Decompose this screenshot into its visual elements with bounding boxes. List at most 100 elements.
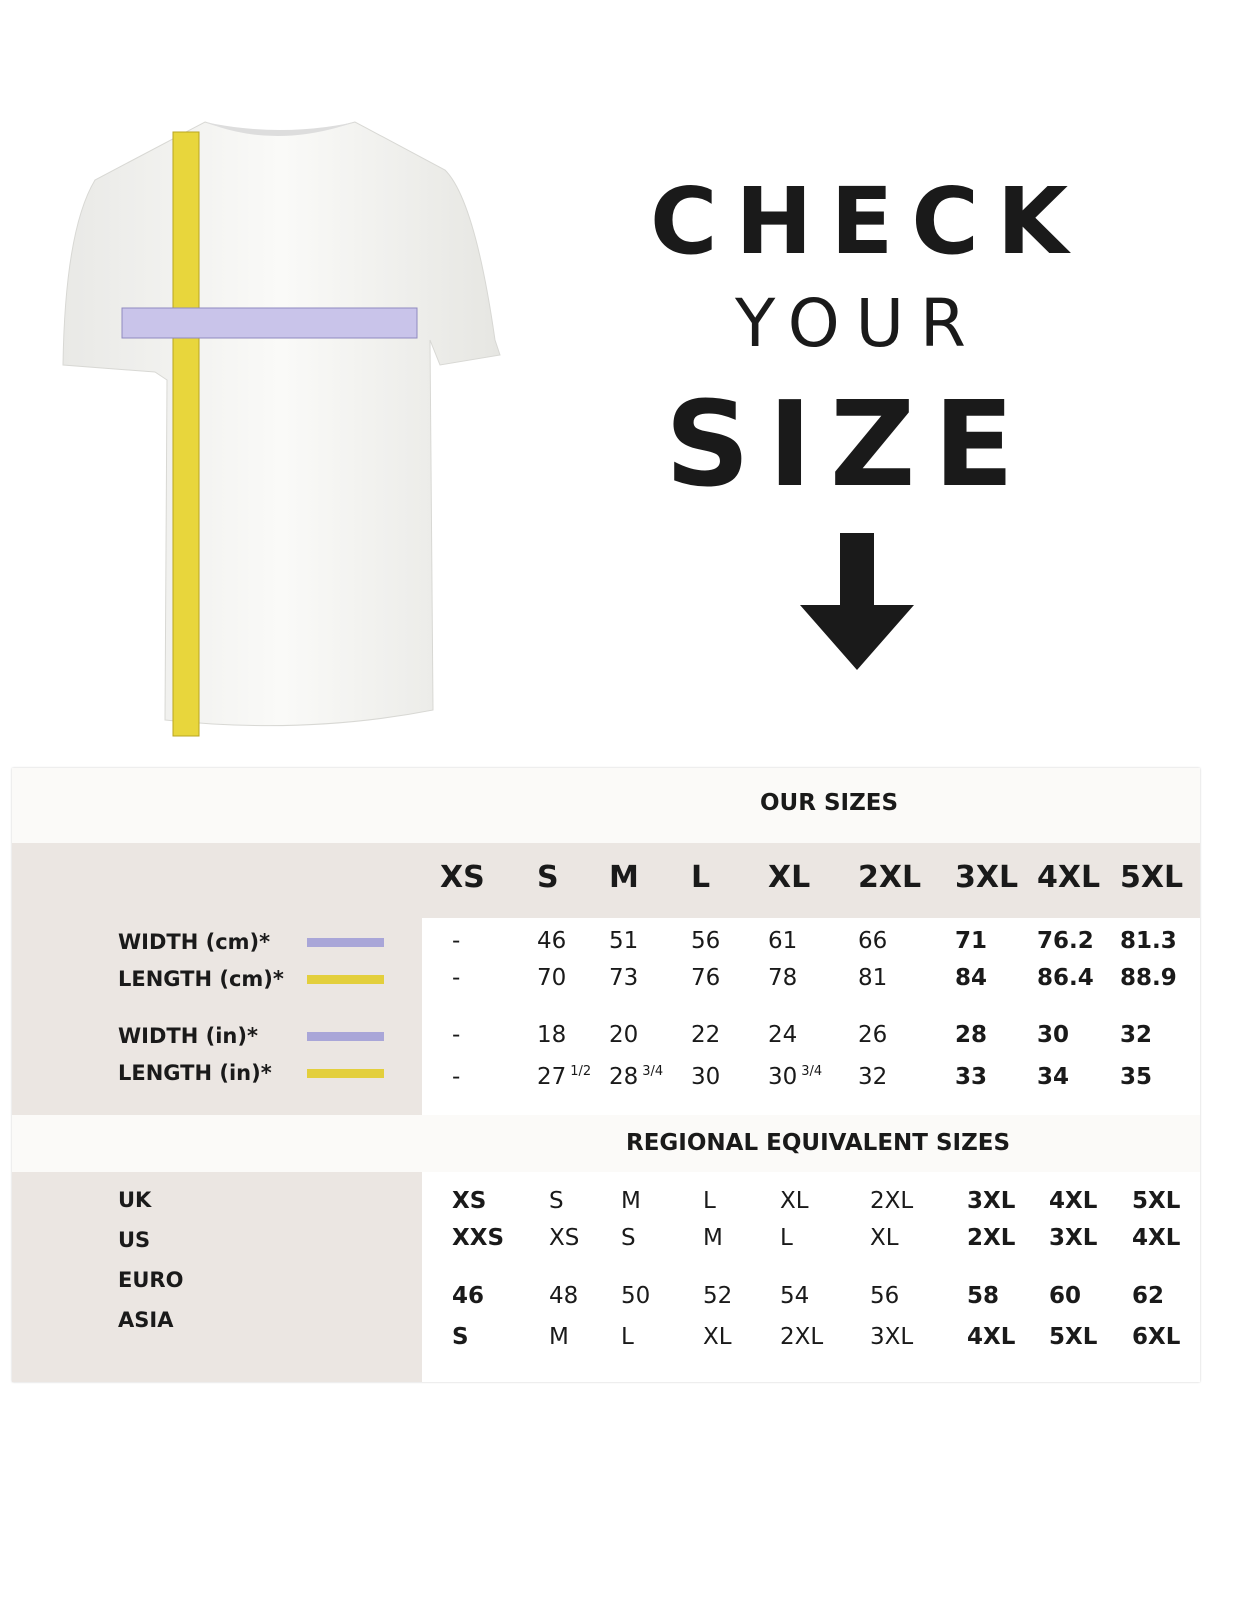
value: -	[452, 965, 461, 991]
regional-size: 5XL	[1049, 1324, 1098, 1350]
measurement-value: 30	[1037, 1022, 1069, 1048]
value: 81.3	[1120, 928, 1177, 954]
value: 24	[768, 1022, 798, 1048]
size-header: S	[537, 860, 559, 895]
length-tape-swatch	[307, 975, 384, 984]
value: 33	[955, 1064, 988, 1090]
regional-size: 6XL	[1132, 1324, 1181, 1350]
regional-header-band	[12, 1115, 1200, 1172]
value: 34	[1037, 1064, 1070, 1090]
size-header: 5XL	[1120, 860, 1184, 895]
measurement-value: 61	[768, 928, 797, 954]
length-tape-measure	[172, 131, 200, 737]
size-header: XL	[768, 860, 811, 895]
measurement-value: 66	[858, 928, 887, 954]
value: -	[452, 928, 461, 954]
regional-size: L	[780, 1225, 793, 1251]
tshirt-image	[62, 121, 501, 737]
region-label: UK	[118, 1188, 152, 1212]
regional-size: 2XL	[780, 1324, 824, 1350]
measurement-label: LENGTH (cm)*	[118, 967, 284, 991]
regional-size: XL	[870, 1225, 899, 1251]
measurement-value: 34	[1037, 1064, 1069, 1090]
regional-size: 52	[703, 1283, 733, 1309]
measurement-value: 27 1/2	[537, 1064, 591, 1090]
regional-size: S	[452, 1324, 469, 1350]
measurement-value: 33	[955, 1064, 987, 1090]
region-label: EURO	[118, 1268, 184, 1292]
value: -	[452, 1064, 461, 1090]
measurement-value: 76.2	[1037, 928, 1094, 954]
regional-size: 5XL	[1132, 1188, 1181, 1214]
regional-size: M	[549, 1324, 569, 1350]
regional-size: M	[703, 1225, 723, 1251]
value: 61	[768, 928, 798, 954]
value: 26	[858, 1022, 888, 1048]
size-chart-table: OUR SIZES REGIONAL EQUIVALENT SIZES XS S M…	[12, 768, 1200, 1382]
value: 51	[609, 928, 639, 954]
size-header: 3XL	[955, 860, 1019, 895]
regional-size: 54	[780, 1283, 810, 1309]
value: 84	[955, 965, 988, 991]
regional-size: S	[621, 1225, 636, 1251]
size-header: M	[609, 860, 639, 895]
regional-size: 48	[549, 1283, 579, 1309]
regional-size: 3XL	[967, 1188, 1016, 1214]
regional-size: 3XL	[870, 1324, 914, 1350]
measurement-value: 81	[858, 965, 887, 991]
region-label: ASIA	[118, 1308, 174, 1332]
region-label: US	[118, 1228, 151, 1252]
value: 35	[1120, 1064, 1153, 1090]
measurement-value: -	[452, 1064, 460, 1090]
measurement-label: WIDTH (cm)*	[118, 930, 271, 954]
heading-your: YOUR	[735, 285, 982, 362]
measurement-value: 78	[768, 965, 797, 991]
our-sizes-header-band	[12, 768, 1200, 843]
value: 66	[858, 928, 888, 954]
size-header: XS	[440, 860, 485, 895]
measurement-value: 30	[691, 1064, 720, 1090]
regional-panel	[422, 1172, 1200, 1382]
measurement-value: 32	[858, 1064, 887, 1090]
measurement-value: -	[452, 965, 460, 991]
value: 27	[537, 1064, 567, 1090]
measurement-value: 76	[691, 965, 720, 991]
measurement-label: LENGTH (in)*	[118, 1061, 272, 1085]
regional-size: 4XL	[1132, 1225, 1181, 1251]
regional-size: L	[621, 1324, 634, 1350]
measurement-value: -	[452, 928, 460, 954]
value: 28	[609, 1064, 639, 1090]
value: 46	[537, 928, 567, 954]
width-tape-measure	[121, 307, 418, 339]
value: 76.2	[1037, 928, 1094, 954]
regional-size: 4XL	[967, 1324, 1016, 1350]
value: 86.4	[1037, 965, 1094, 991]
value: 30	[1037, 1022, 1070, 1048]
regional-size: S	[549, 1188, 564, 1214]
measurement-value: 86.4	[1037, 965, 1094, 991]
value: 28	[955, 1022, 988, 1048]
value: 71	[955, 928, 988, 954]
value: 32	[1120, 1022, 1153, 1048]
regional-size: 2XL	[870, 1188, 914, 1214]
regional-size: 46	[452, 1283, 485, 1309]
width-tape-swatch	[307, 938, 384, 947]
measurement-value: 20	[609, 1022, 638, 1048]
measurement-value: 70	[537, 965, 566, 991]
regional-title: REGIONAL EQUIVALENT SIZES	[626, 1130, 1011, 1156]
value: 20	[609, 1022, 639, 1048]
measurement-value: -	[452, 1022, 460, 1048]
measurement-value: 26	[858, 1022, 887, 1048]
measurement-value: 84	[955, 965, 987, 991]
our-sizes-title: OUR SIZES	[760, 790, 899, 816]
value: 88.9	[1120, 965, 1177, 991]
size-header: L	[691, 860, 711, 895]
regional-size: 3XL	[1049, 1225, 1098, 1251]
measurement-value: 35	[1120, 1064, 1152, 1090]
measurements-panel	[422, 918, 1200, 1115]
measurement-value: 28	[955, 1022, 987, 1048]
measurement-value: 30 3/4	[768, 1064, 822, 1090]
regional-size: 50	[621, 1283, 651, 1309]
measurement-value: 22	[691, 1022, 720, 1048]
value: 22	[691, 1022, 721, 1048]
